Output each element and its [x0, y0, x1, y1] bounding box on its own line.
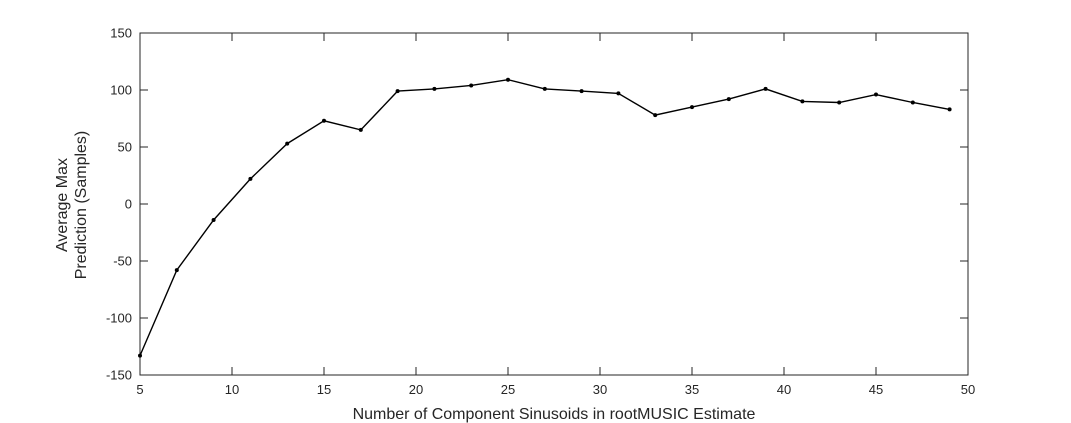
data-point	[763, 86, 768, 91]
data-point	[358, 127, 363, 132]
x-tick-label: 25	[501, 382, 515, 397]
data-point	[690, 105, 694, 110]
data-points	[138, 77, 952, 358]
data-point	[837, 100, 842, 105]
data-point	[726, 97, 731, 102]
data-point	[542, 86, 547, 91]
y-tick-label: 150	[110, 26, 132, 41]
x-tick-label: 50	[961, 382, 975, 397]
data-point	[579, 89, 584, 94]
y-axis-ticks: -150 -100 -50 0 50 100 150	[106, 26, 968, 383]
plot-area	[139, 32, 969, 376]
data-point	[248, 176, 253, 181]
x-tick-label: 10	[225, 382, 239, 397]
data-point	[285, 141, 290, 146]
data-point	[211, 217, 216, 222]
y-tick-label: 50	[118, 140, 132, 155]
data-point	[947, 107, 952, 112]
data-point	[174, 268, 179, 273]
data-point	[874, 92, 878, 97]
data-point	[800, 99, 805, 104]
y-tick-label: 0	[125, 197, 132, 212]
data-point	[910, 100, 915, 105]
data-point	[653, 113, 658, 118]
y-tick-label: -50	[113, 254, 132, 269]
x-axis-label: Number of Component Sinusoids in rootMUS…	[353, 406, 756, 423]
x-tick-label: 15	[317, 382, 331, 397]
y-axis-label-line-2: Prediction (Samples)	[73, 131, 90, 280]
data-point	[506, 77, 510, 82]
data-point	[469, 83, 474, 88]
data-point	[616, 91, 621, 96]
data-point	[432, 86, 437, 91]
x-tick-label: 20	[409, 382, 423, 397]
x-tick-label: 5	[136, 382, 143, 397]
data-point	[138, 353, 142, 358]
x-axis-ticks: 5 10 15 20 25 30 35 40 45 50	[136, 33, 975, 397]
x-tick-label: 35	[685, 382, 699, 397]
y-tick-label: 100	[110, 83, 132, 98]
data-point	[395, 89, 400, 94]
data-point	[322, 118, 326, 123]
x-tick-label: 45	[869, 382, 883, 397]
y-tick-label: -150	[106, 368, 132, 383]
y-tick-label: -100	[106, 311, 132, 326]
x-tick-label: 30	[593, 382, 607, 397]
x-tick-label: 40	[777, 382, 791, 397]
y-axis-label-line-1: Average Max	[54, 158, 71, 252]
